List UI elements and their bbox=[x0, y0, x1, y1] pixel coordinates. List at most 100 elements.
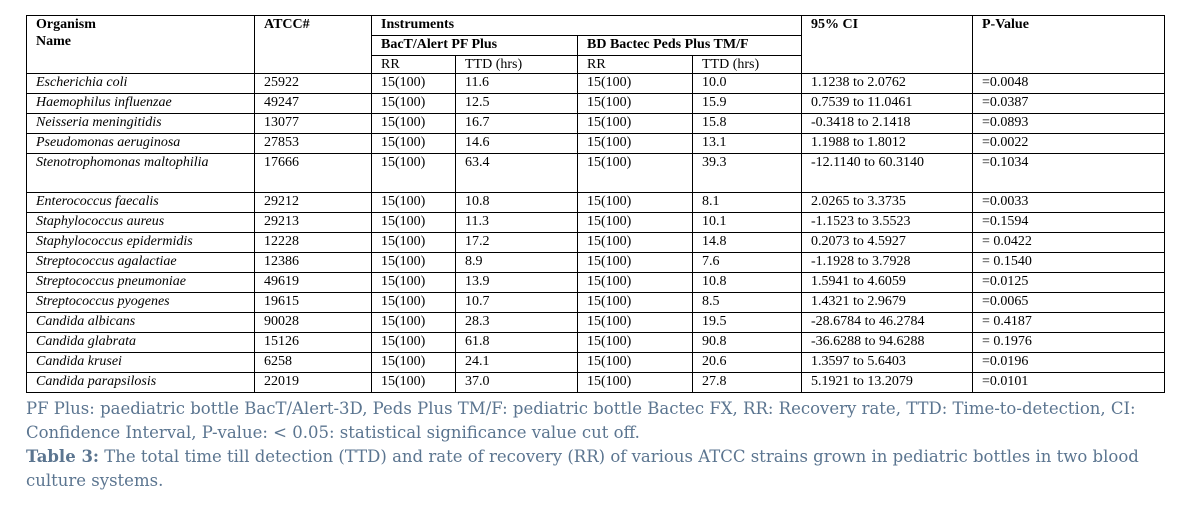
table-row: Candida albicans 90028 15(100) 28.3 15(100) 1… bbox=[26, 312, 1165, 333]
cell-ttd1: 63.4 bbox=[455, 153, 578, 193]
cell-rr1: 15(100) bbox=[371, 372, 456, 393]
header-instruments: Instruments bbox=[371, 15, 802, 36]
cell-rr1: 15(100) bbox=[371, 252, 456, 273]
cell-p: =0.0033 bbox=[972, 192, 1165, 213]
cell-p: = 0.4187 bbox=[972, 312, 1165, 333]
table-row: Enterococcus faecalis 29212 15(100) 10.8 15(… bbox=[26, 192, 1165, 213]
cell-p: =0.1594 bbox=[972, 212, 1165, 233]
cell-rr1: 15(100) bbox=[371, 312, 456, 333]
cell-organism: Streptococcus pyogenes bbox=[26, 292, 255, 313]
cell-ttd1: 12.5 bbox=[455, 93, 578, 114]
cell-p: =0.0101 bbox=[972, 372, 1165, 393]
cell-organism: Streptococcus agalactiae bbox=[26, 252, 255, 273]
cell-rr1: 15(100) bbox=[371, 93, 456, 114]
cell-atcc: 25922 bbox=[254, 73, 372, 94]
cell-atcc: 90028 bbox=[254, 312, 372, 333]
cell-ci: -36.6288 to 94.6288 bbox=[801, 332, 973, 353]
cell-organism: Haemophilus influenzae bbox=[26, 93, 255, 114]
cell-rr1: 15(100) bbox=[371, 113, 456, 134]
cell-ttd2: 10.8 bbox=[692, 272, 802, 293]
cell-organism: Candida glabrata bbox=[26, 332, 255, 353]
cell-ttd1: 24.1 bbox=[455, 352, 578, 373]
table-row: Candida glabrata 15126 15(100) 61.8 15(100) 9… bbox=[26, 332, 1165, 353]
cell-ci: -0.3418 to 2.1418 bbox=[801, 113, 973, 134]
table-row: Staphylococcus aureus 29213 15(100) 11.3 15(… bbox=[26, 212, 1165, 233]
cell-ci: -1.1523 to 3.5523 bbox=[801, 212, 973, 233]
cell-rr2: 15(100) bbox=[577, 312, 693, 333]
cell-atcc: 29212 bbox=[254, 192, 372, 213]
table-row: Staphylococcus epidermidis 12228 15(100) 17… bbox=[26, 232, 1165, 253]
cell-ttd1: 11.3 bbox=[455, 212, 578, 233]
cell-ci: 0.7539 to 11.0461 bbox=[801, 93, 973, 114]
cell-ci: 1.1988 to 1.8012 bbox=[801, 133, 973, 154]
cell-ttd2: 19.5 bbox=[692, 312, 802, 333]
cell-atcc: 17666 bbox=[254, 153, 372, 193]
cell-rr2: 15(100) bbox=[577, 292, 693, 313]
cell-p: =0.0048 bbox=[972, 73, 1165, 94]
table-row: Escherichia coli 25922 15(100) 11.6 15(100) 1… bbox=[26, 73, 1165, 94]
cell-rr1: 15(100) bbox=[371, 133, 456, 154]
cell-rr2: 15(100) bbox=[577, 212, 693, 233]
cell-organism: Candida krusei bbox=[26, 352, 255, 373]
header-rr-2: RR bbox=[577, 55, 693, 74]
cell-rr2: 15(100) bbox=[577, 272, 693, 293]
cell-ttd2: 14.8 bbox=[692, 232, 802, 253]
table-row: Pseudomonas aeruginosa 27853 15(100) 14.6 15… bbox=[26, 133, 1165, 154]
cell-rr1: 15(100) bbox=[371, 332, 456, 353]
cell-ttd2: 20.6 bbox=[692, 352, 802, 373]
cell-p: = 0.0422 bbox=[972, 232, 1165, 253]
header-atcc: ATCC# bbox=[254, 15, 372, 74]
cell-ci: -28.6784 to 46.2784 bbox=[801, 312, 973, 333]
cell-ttd2: 7.6 bbox=[692, 252, 802, 273]
cell-rr1: 15(100) bbox=[371, 292, 456, 313]
cell-ttd2: 10.1 bbox=[692, 212, 802, 233]
cell-rr2: 15(100) bbox=[577, 133, 693, 154]
cell-p: = 0.1540 bbox=[972, 252, 1165, 273]
cell-p: =0.0893 bbox=[972, 113, 1165, 134]
cell-rr1: 15(100) bbox=[371, 352, 456, 373]
header-ci: 95% CI bbox=[801, 15, 973, 74]
cell-organism: Candida parapsilosis bbox=[26, 372, 255, 393]
results-table: Organism Name ATCC# Instruments 95% CI P… bbox=[26, 15, 1165, 393]
cell-ttd1: 37.0 bbox=[455, 372, 578, 393]
header-pvalue: P-Value bbox=[972, 15, 1165, 74]
cell-ttd1: 10.7 bbox=[455, 292, 578, 313]
cell-ttd2: 39.3 bbox=[692, 153, 802, 193]
cell-rr2: 15(100) bbox=[577, 153, 693, 193]
cell-atcc: 27853 bbox=[254, 133, 372, 154]
cell-atcc: 13077 bbox=[254, 113, 372, 134]
header-rr-1: RR bbox=[371, 55, 456, 74]
cell-rr1: 15(100) bbox=[371, 232, 456, 253]
cell-rr2: 15(100) bbox=[577, 232, 693, 253]
cell-ttd1: 17.2 bbox=[455, 232, 578, 253]
cell-ci: 2.0265 to 3.3735 bbox=[801, 192, 973, 213]
cell-atcc: 12228 bbox=[254, 232, 372, 253]
header-bact-alert: BacT/Alert PF Plus bbox=[371, 35, 578, 56]
cell-atcc: 19615 bbox=[254, 292, 372, 313]
cell-atcc: 29213 bbox=[254, 212, 372, 233]
table-row: Streptococcus pyogenes 19615 15(100) 10.7 15… bbox=[26, 292, 1165, 313]
cell-rr2: 15(100) bbox=[577, 192, 693, 213]
cell-rr1: 15(100) bbox=[371, 73, 456, 94]
cell-ttd2: 15.8 bbox=[692, 113, 802, 134]
header-organism: Organism Name bbox=[26, 15, 255, 74]
table-row: Stenotrophomonas maltophilia 17666 15(100)… bbox=[26, 153, 1165, 193]
table-figure: Organism Name ATCC# Instruments 95% CI P… bbox=[26, 15, 1165, 493]
cell-rr1: 15(100) bbox=[371, 212, 456, 233]
cell-organism: Enterococcus faecalis bbox=[26, 192, 255, 213]
cell-rr1: 15(100) bbox=[371, 272, 456, 293]
cell-p: = 0.1976 bbox=[972, 332, 1165, 353]
table-body: Escherichia coli 25922 15(100) 11.6 15(100) 1… bbox=[26, 73, 1165, 393]
cell-rr2: 15(100) bbox=[577, 113, 693, 134]
cell-p: =0.0065 bbox=[972, 292, 1165, 313]
table-row: Candida parapsilosis 22019 15(100) 37.0 15(1… bbox=[26, 372, 1165, 393]
cell-ttd1: 10.8 bbox=[455, 192, 578, 213]
cell-p: =0.1034 bbox=[972, 153, 1165, 193]
cell-ttd2: 27.8 bbox=[692, 372, 802, 393]
cell-p: =0.0387 bbox=[972, 93, 1165, 114]
cell-rr2: 15(100) bbox=[577, 372, 693, 393]
table-caption: Table 3: The total time till detection (… bbox=[26, 445, 1176, 493]
cell-ci: 1.5941 to 4.6059 bbox=[801, 272, 973, 293]
cell-ttd2: 90.8 bbox=[692, 332, 802, 353]
cell-organism: Escherichia coli bbox=[26, 73, 255, 94]
